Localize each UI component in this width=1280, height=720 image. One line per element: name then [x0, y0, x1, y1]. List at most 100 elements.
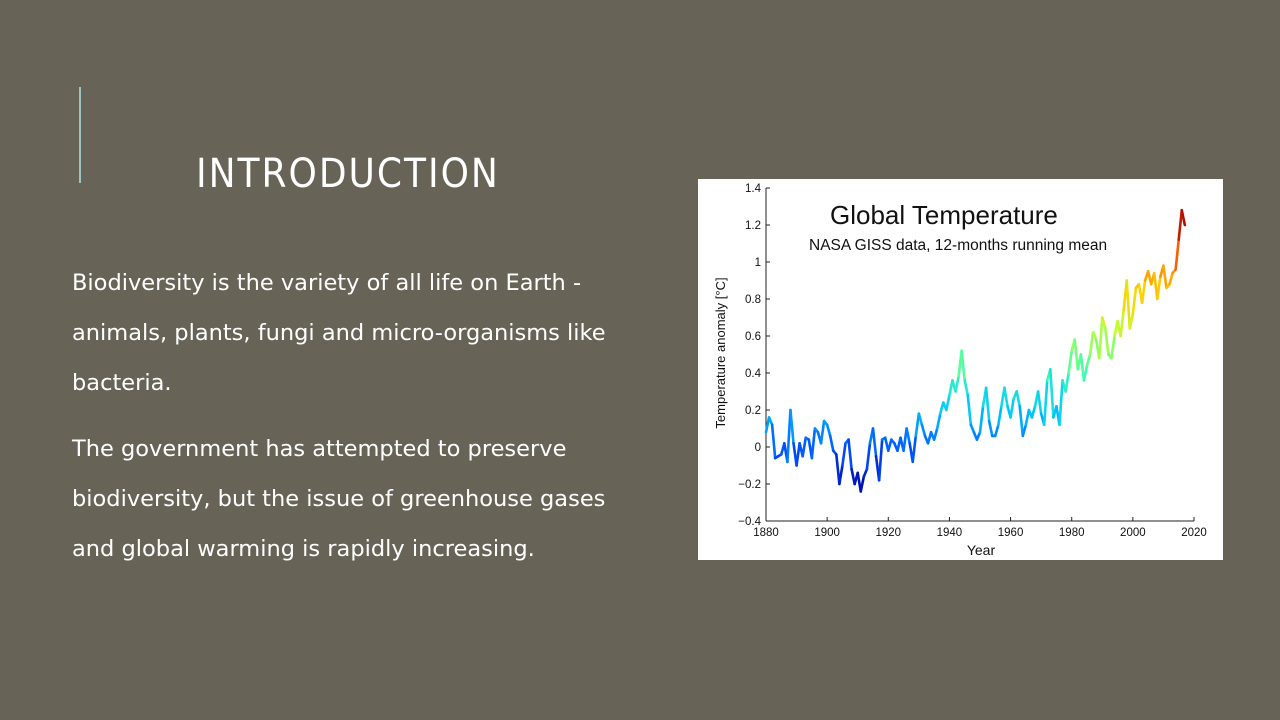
series-segment [871, 427, 878, 458]
series-segment [1024, 408, 1031, 427]
series-segment [789, 408, 795, 445]
series-segment [1180, 208, 1187, 227]
series-segment [1131, 286, 1138, 316]
series-segment [960, 349, 967, 382]
series-segment [917, 412, 924, 427]
series-segment [1015, 390, 1022, 408]
series-segment [1082, 364, 1089, 382]
series-segment [1091, 331, 1098, 341]
series-segment [1168, 271, 1174, 286]
series-segment [914, 412, 921, 438]
series-segment [828, 434, 835, 453]
series-segment [1156, 275, 1162, 301]
series-segment [1030, 405, 1037, 419]
series-segment [1100, 316, 1107, 330]
series-segment [767, 416, 774, 427]
series-segment [1067, 349, 1074, 375]
y-tick-label: 0 [755, 442, 761, 454]
x-tick-label: 1920 [875, 527, 901, 539]
x-tick-label: 2020 [1181, 527, 1207, 539]
series-segment [865, 441, 872, 471]
series-segment [1009, 397, 1015, 419]
series-segment [1079, 353, 1086, 382]
body-text: Biodiversity is the variety of all life … [72, 258, 632, 590]
series-segment [920, 423, 927, 438]
series-segment [1097, 316, 1104, 360]
series-segment [770, 423, 777, 460]
y-tick-label: 1 [755, 257, 761, 269]
y-tick-label: 1.4 [745, 183, 762, 195]
series-segment [1073, 338, 1080, 371]
series-segment [1088, 331, 1095, 356]
series-segment [835, 453, 841, 486]
series-segment [963, 379, 970, 397]
series-segment [1104, 327, 1110, 356]
temperature-chart: 1880 1900 1920 1940 1960 1980 2000 2020 −0.4 −0.2… [698, 179, 1223, 560]
series-segment [1085, 353, 1092, 367]
paragraph-government: The government has attempted to preserve… [72, 436, 606, 562]
series-segment [810, 427, 817, 460]
series-segment [987, 419, 994, 438]
series-segment [911, 434, 918, 464]
series-segment [764, 416, 771, 434]
series-segment [1119, 308, 1125, 338]
series-segment [1110, 334, 1116, 360]
series-segment [1128, 312, 1135, 330]
series-segment [859, 475, 866, 493]
series-segment [825, 423, 832, 438]
series-segment [1177, 208, 1184, 242]
y-tick-label: 0.6 [745, 331, 761, 343]
series-segment [1042, 379, 1049, 427]
series-segment [801, 436, 808, 458]
x-tick-label: 1940 [937, 527, 963, 539]
series-segment [1140, 279, 1147, 304]
series-segment [1174, 238, 1181, 271]
series-segment [984, 386, 991, 423]
series-segment [945, 393, 951, 412]
y-axis-label: Temperature anomaly [°C] [713, 277, 728, 428]
y-tick-label: 0.2 [745, 405, 761, 417]
x-tick-label: 2000 [1120, 527, 1146, 539]
series-segment [1058, 379, 1064, 427]
x-tick-label: 1960 [998, 527, 1024, 539]
series-segment [847, 438, 853, 471]
series-segment [975, 430, 982, 441]
series-segment [819, 419, 826, 445]
series-segment [1049, 368, 1055, 419]
accent-bar [79, 87, 81, 183]
slide-title: Introduction [196, 151, 500, 197]
paragraph-biodiversity: Biodiversity is the variety of all life … [72, 270, 606, 396]
series-segment [978, 405, 985, 434]
series-segment [1003, 386, 1009, 408]
y-tick-label: −0.2 [738, 479, 761, 491]
x-tick-label: 1880 [753, 527, 779, 539]
series-segment [1125, 279, 1132, 330]
chart-subtitle: NASA GISS data, 12-months running mean [809, 237, 1107, 254]
y-tick-label: −0.4 [738, 516, 761, 528]
series-segment [905, 427, 911, 445]
x-tick-label: 1980 [1059, 527, 1085, 539]
series-segment [966, 393, 973, 427]
series-segment [877, 438, 884, 482]
series-segment [841, 441, 847, 467]
chart-svg: 1880 1900 1920 1940 1960 1980 2000 2020 −0.4 −0.2… [713, 183, 1207, 558]
chart-line [764, 208, 1187, 493]
series-segment [997, 405, 1003, 427]
series-segment [795, 441, 801, 467]
y-tick-label: 1.2 [745, 220, 761, 232]
chart-title: Global Temperature [830, 200, 1058, 230]
chart-axes: 1880 1900 1920 1940 1960 1980 2000 2020 −0.4 −0.2… [738, 183, 1207, 539]
series-segment [838, 464, 844, 486]
series-segment [932, 427, 939, 441]
x-tick-label: 1900 [814, 527, 840, 539]
series-segment [935, 412, 942, 430]
series-segment [954, 375, 960, 393]
series-segment [1021, 423, 1028, 438]
y-tick-label: 0.4 [745, 368, 762, 380]
series-segment [993, 423, 1000, 438]
series-segment [862, 467, 869, 478]
series-segment [1162, 264, 1168, 290]
series-segment [886, 438, 893, 453]
x-axis-label: Year [967, 542, 996, 558]
series-segment [1064, 371, 1070, 393]
